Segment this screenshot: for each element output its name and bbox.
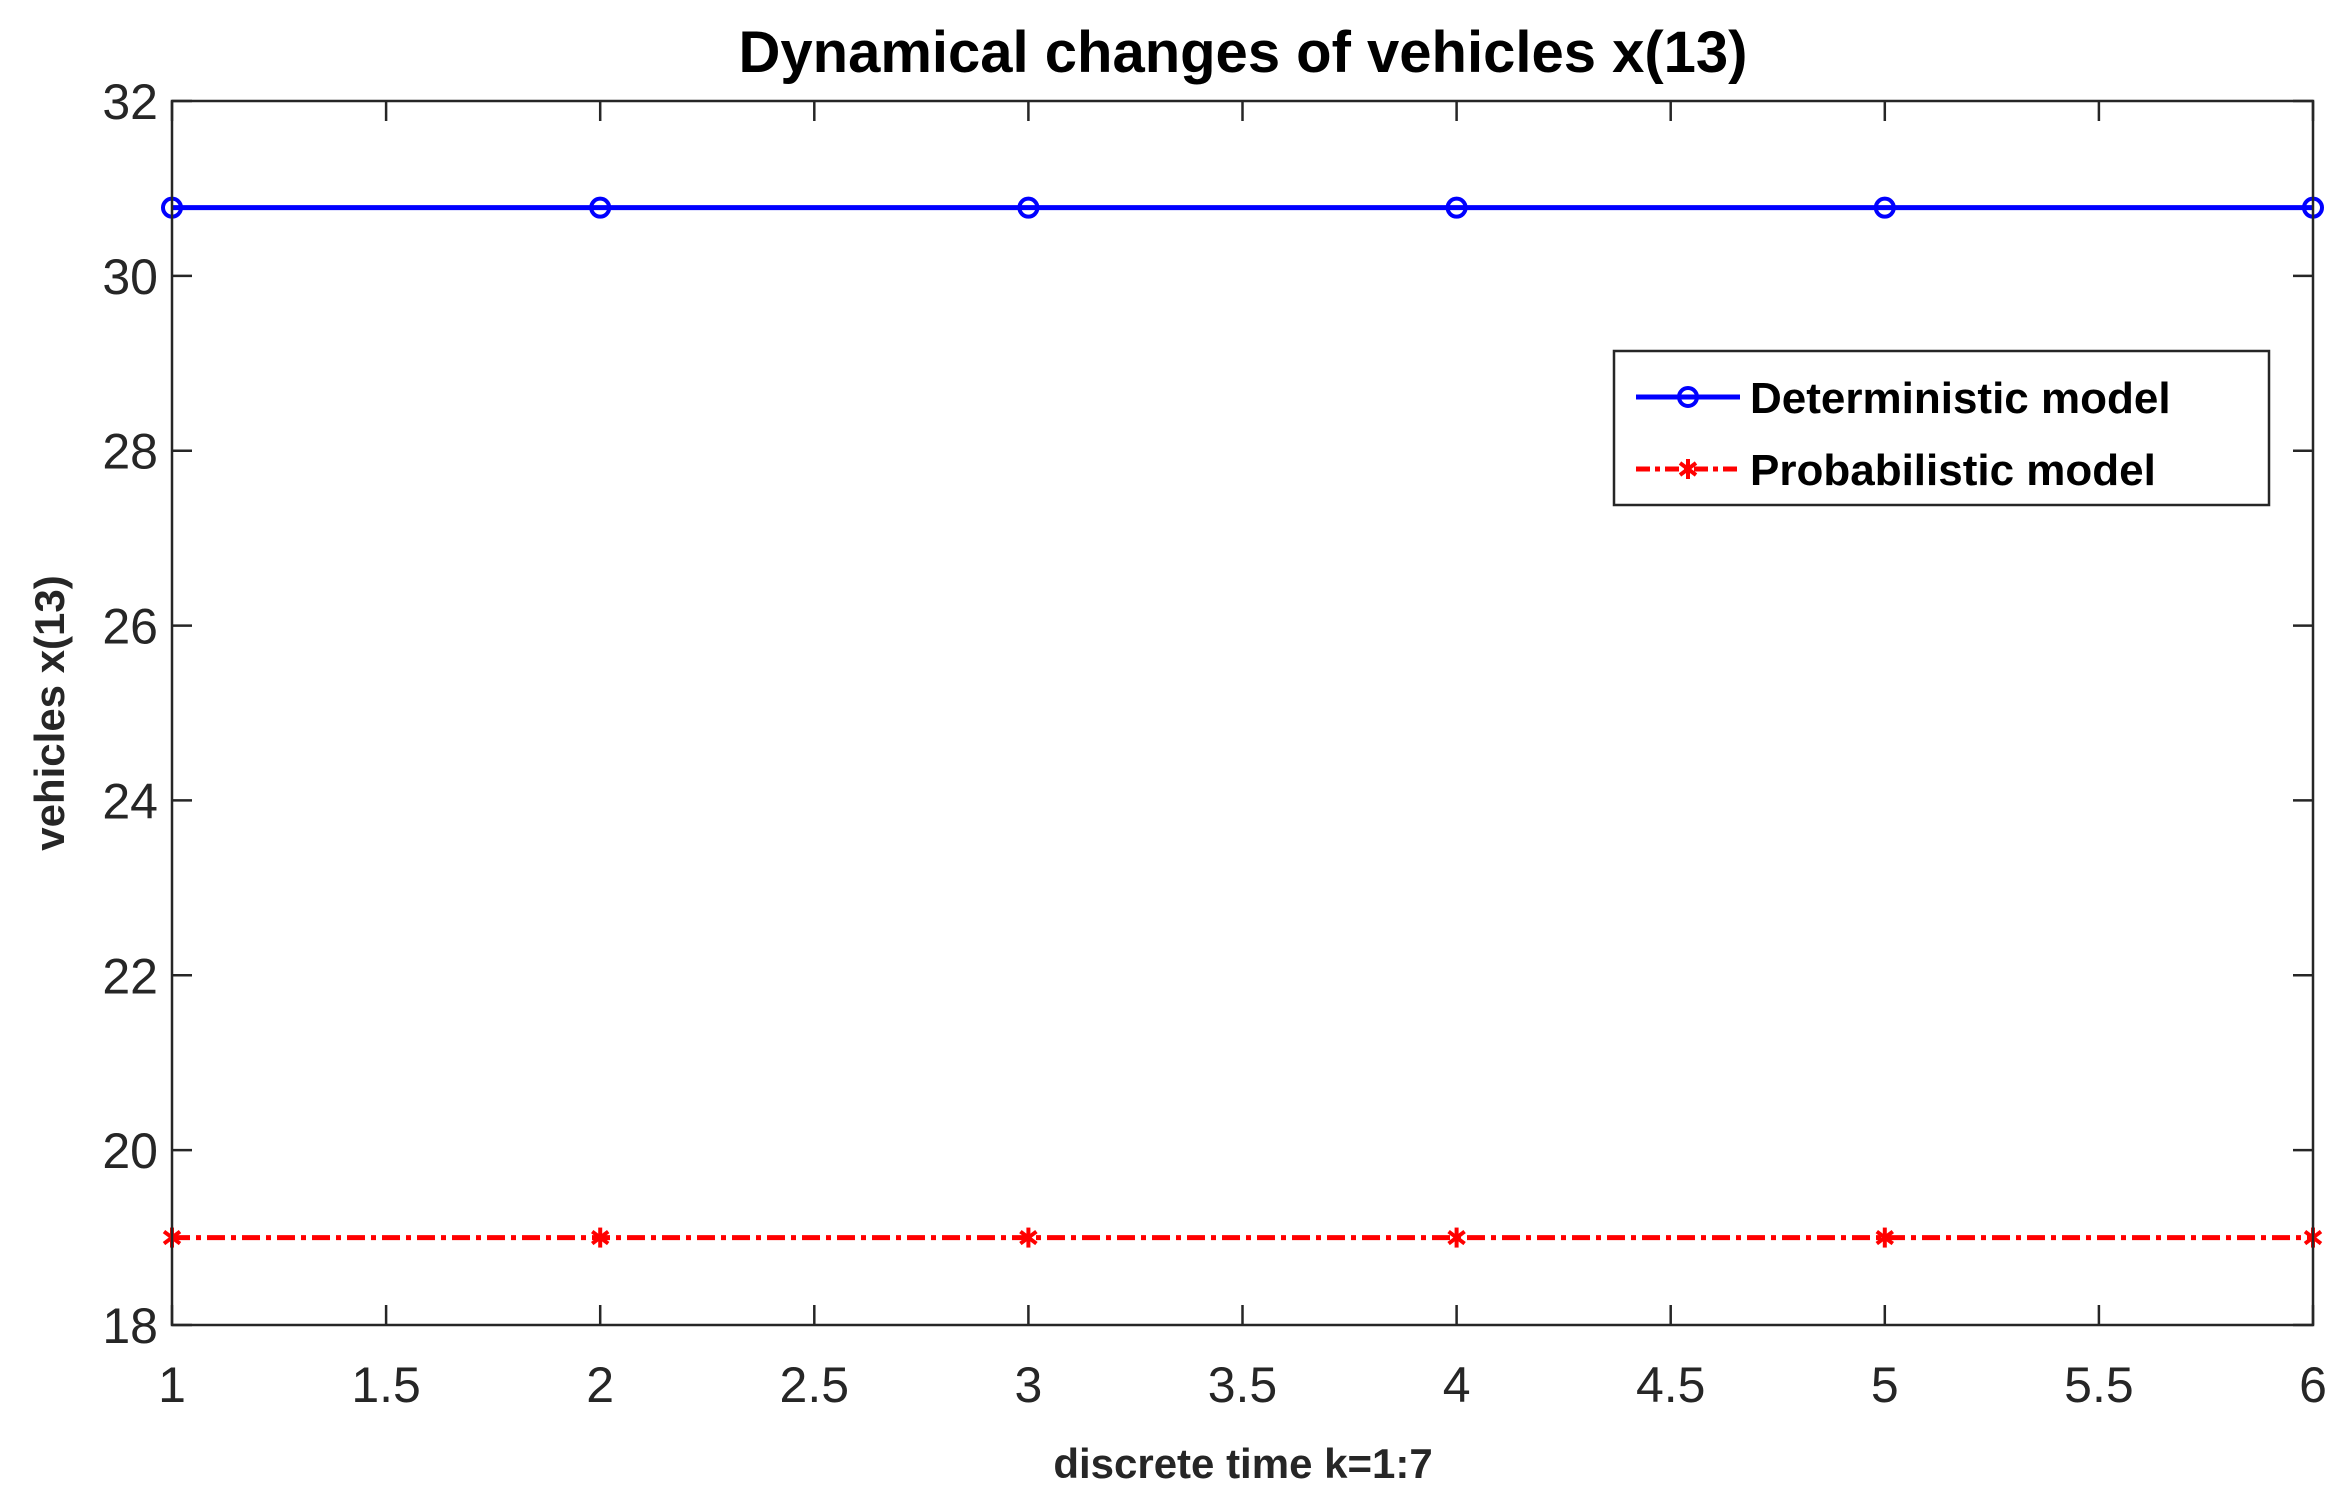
y-tick-label: 24: [102, 773, 158, 829]
y-tick-label: 28: [102, 424, 158, 480]
x-tick-label: 5: [1871, 1357, 1899, 1413]
x-tick-label: 3.5: [1208, 1357, 1278, 1413]
asterisk-stroke: [1875, 1229, 1895, 1246]
data-point-circle: [1017, 196, 1040, 219]
ticks-layer: 1 1.5 2 2.5 3 3.5 4 4.5 5 5.5 6 18 20 22 24 26 28 30 32: [102, 74, 2327, 1413]
y-tick-label: 32: [102, 74, 158, 130]
asterisk-stroke: [1678, 461, 1698, 477]
data-point-circle: [589, 196, 612, 219]
x-tick-label: 3: [1014, 1357, 1042, 1413]
x-tick-label: 2: [586, 1357, 614, 1413]
x-tick-label: 2.5: [780, 1357, 850, 1413]
data-point-circle: [1873, 196, 1896, 219]
data-point-asterisk: [1019, 1227, 1038, 1248]
y-tick-label: 18: [102, 1298, 158, 1354]
data-point-asterisk: [1447, 1227, 1466, 1248]
x-tick-label: 4: [1443, 1357, 1471, 1413]
y-tick-label: 22: [102, 948, 158, 1004]
x-tick-label: 5.5: [2064, 1357, 2134, 1413]
y-tick-label: 26: [102, 599, 158, 655]
legend-label-1: Probabilistic model: [1750, 446, 2156, 495]
asterisk-stroke: [1019, 1229, 1038, 1246]
y-tick-label: 20: [102, 1123, 158, 1179]
legend: Deterministic model Probabilistic model: [1612, 349, 2271, 507]
data-point-asterisk: [1678, 459, 1698, 479]
y-tick-label: 30: [102, 249, 158, 305]
asterisk-stroke: [1447, 1229, 1466, 1246]
x-tick-label: 1.5: [351, 1357, 421, 1413]
legend-label-0: Deterministic model: [1750, 374, 2171, 423]
data-point-asterisk: [591, 1227, 610, 1248]
asterisk-stroke: [591, 1229, 610, 1246]
x-tick-label: 4.5: [1636, 1357, 1706, 1413]
y-axis-label: vehicles x(13): [26, 575, 73, 851]
chart-title: Dynamical changes of vehicles x(13): [739, 20, 1748, 85]
data-point-circle: [1677, 386, 1699, 408]
data-point-asterisk: [1875, 1227, 1895, 1248]
plot-area-frame: [170, 99, 2315, 1327]
x-tick-label: 1: [158, 1357, 186, 1413]
legend-box: [1612, 349, 2271, 507]
x-axis-label: discrete time k=1:7: [1053, 1440, 1432, 1487]
data-point-circle: [1445, 196, 1468, 219]
x-tick-label: 6: [2299, 1357, 2327, 1413]
